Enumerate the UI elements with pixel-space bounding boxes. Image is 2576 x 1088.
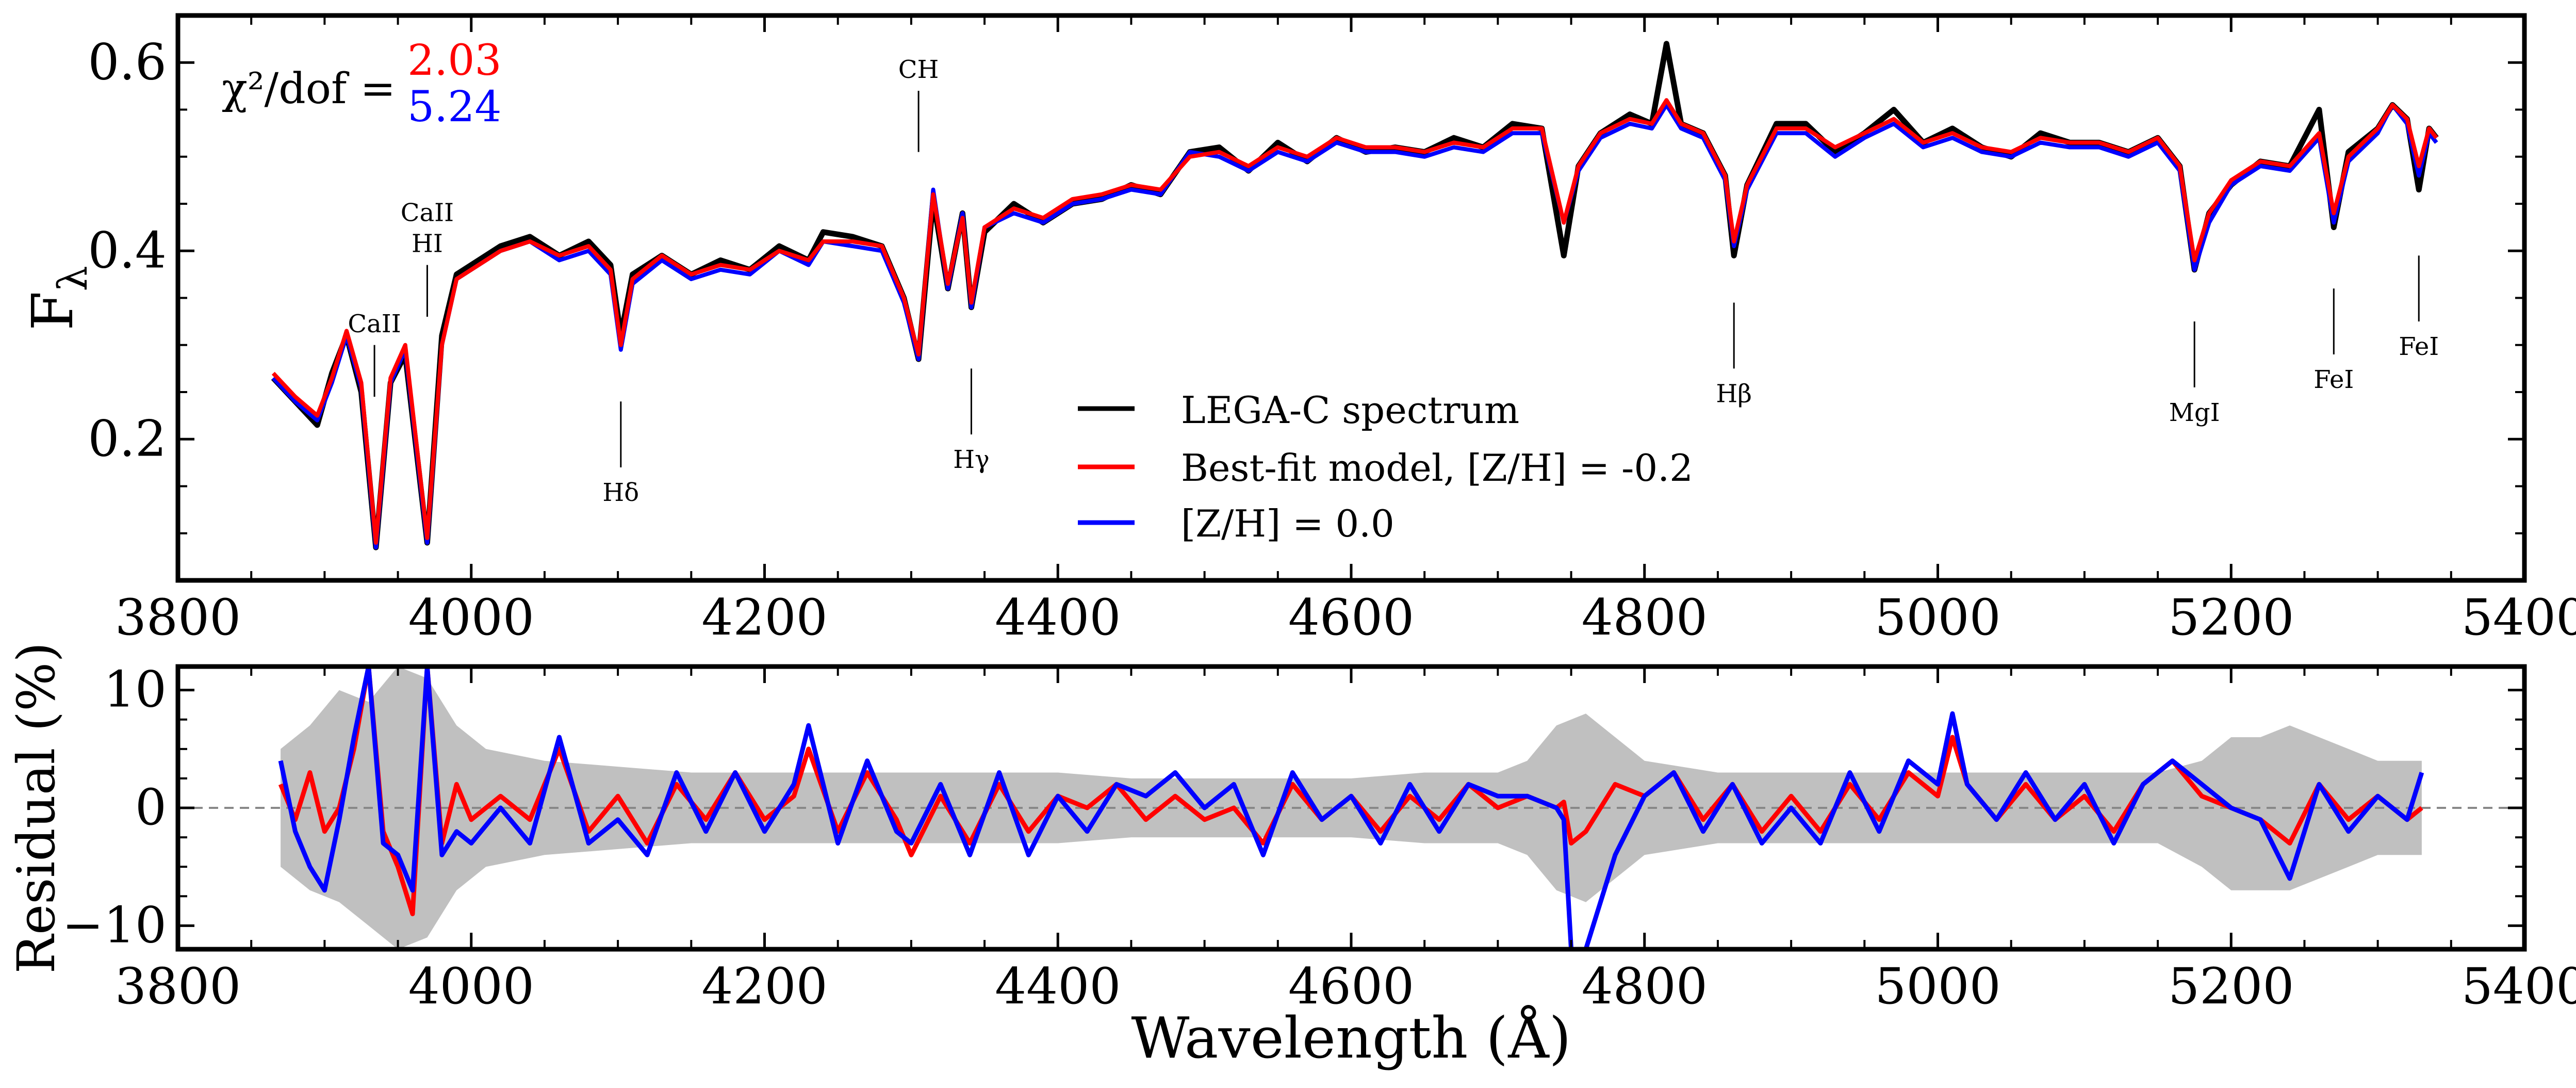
spectrum-x-tick-label: 4000: [408, 589, 534, 646]
residual-y-axis-label: Residual (%): [6, 642, 67, 974]
line-marker-label: FeI: [2399, 332, 2439, 361]
legend-label-spectrum: LEGA-C spectrum: [1181, 388, 1519, 432]
spectrum-x-tick-label: 4200: [701, 589, 827, 646]
legend-label-best-fit: Best-fit model, [Z/H] = -0.2: [1181, 446, 1693, 490]
residual-x-tick-label: 4400: [995, 957, 1121, 1015]
uncertainty-band: [281, 667, 2422, 949]
legend: LEGA-C spectrum Best-fit model, [Z/H] = …: [1078, 388, 1693, 545]
series-solar-model: [271, 103, 2438, 550]
line-marker-label: Hβ: [1716, 379, 1752, 408]
spectrum-x-tick-label: 4600: [1288, 589, 1414, 646]
spectrum-y-tick-label: 0.6: [88, 33, 167, 91]
spectrum-y-axis-label: Fλ: [20, 266, 96, 331]
residual-x-tick-label: 4000: [408, 957, 534, 1015]
x-axis-label: Wavelength (Å): [1131, 1004, 1571, 1071]
line-marker-label: CaII: [348, 310, 401, 338]
line-marker-label: Hγ: [953, 445, 990, 474]
residual-y-tick-label: 0: [135, 778, 167, 836]
line-marker-label: HI: [412, 230, 443, 258]
chi2-value-best-fit: 2.03: [407, 36, 502, 85]
line-marker-label: Hδ: [602, 478, 639, 507]
spectrum-x-tick-label: 4800: [1582, 589, 1708, 646]
line-marker-label: CH: [898, 55, 939, 84]
spectrum-x-tick-label: 4400: [995, 589, 1121, 646]
spectrum-x-tick-label: 5200: [2168, 589, 2294, 646]
residual-x-tick-label: 5000: [1875, 957, 2000, 1015]
residual-x-tick-label: 5400: [2462, 957, 2576, 1015]
spectrum-y-tick-label: 0.4: [88, 221, 167, 279]
residual-x-tick-label: 3800: [115, 957, 241, 1015]
spectrum-x-tick-label: 5400: [2462, 589, 2576, 646]
line-marker-label: CaII: [401, 199, 454, 228]
spectrum-y-tick-label: 0.2: [88, 410, 167, 467]
residual-best-fit-model: [278, 664, 2423, 916]
residual-solar-model: [278, 664, 2424, 952]
residual-y-tick-label: 10: [104, 661, 167, 719]
spectrum-x-tick-label: 5000: [1875, 589, 2000, 646]
residual-x-tick-label: 5200: [2168, 957, 2294, 1015]
spectrum-x-tick-label: 3800: [115, 589, 241, 646]
series-best-fit-model: [271, 98, 2438, 545]
residual-panel: 3800 4000 4200 4400 4600 4800 5000 5200 5400 −10…: [6, 642, 2576, 1071]
residual-x-tick-label: 4800: [1582, 957, 1708, 1015]
residual-y-tick-label: −10: [62, 896, 167, 954]
chi2-annotation: χ²/dof = 2.03 5.24: [222, 36, 502, 132]
chi2-label: χ²/dof =: [222, 64, 396, 113]
line-marker-label: MgI: [2169, 398, 2220, 427]
residual-x-tick-label: 4600: [1288, 957, 1414, 1015]
line-marker-label: FeI: [2314, 365, 2354, 394]
chi2-value-solar: 5.24: [407, 83, 502, 132]
residual-x-tick-label: 4200: [701, 957, 827, 1015]
legend-label-solar: [Z/H] = 0.0: [1181, 502, 1394, 545]
